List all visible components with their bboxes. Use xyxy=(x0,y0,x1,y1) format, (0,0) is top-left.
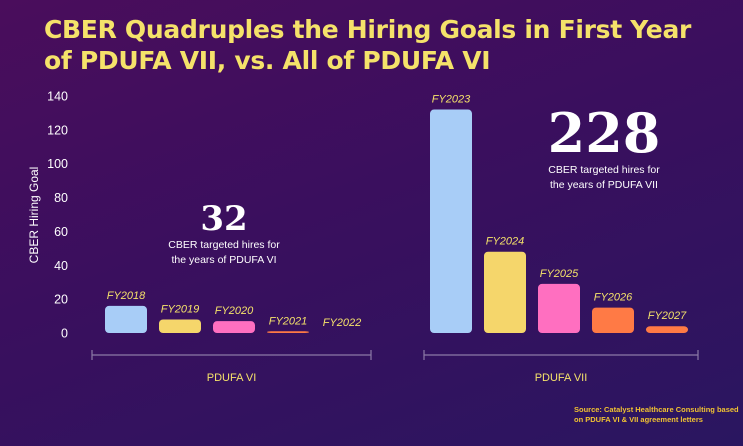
y-tick-label: 0 xyxy=(61,327,68,341)
group-total-caption: the years of PDUFA VI xyxy=(171,254,276,266)
group-total: 32 xyxy=(200,199,247,239)
group-total-caption: CBER targeted hires for xyxy=(168,239,280,251)
group-total-caption: CBER targeted hires for xyxy=(548,164,660,176)
bar-label-fy2023: FY2023 xyxy=(432,94,471,106)
y-tick-label: 60 xyxy=(54,225,68,239)
bar-label-fy2025: FY2025 xyxy=(540,268,579,280)
y-tick-label: 100 xyxy=(47,157,68,171)
y-axis: 0 20 40 60 80 100 120 140 xyxy=(47,90,68,341)
y-tick-label: 120 xyxy=(47,123,68,137)
y-axis-label: CBER Hiring Goal xyxy=(27,167,41,264)
bar-fy2025 xyxy=(538,283,580,333)
bar-fy2020 xyxy=(213,321,255,333)
bar-fy2021 xyxy=(267,331,309,333)
bar-label-fy2027: FY2027 xyxy=(648,310,687,322)
bar-label-fy2022: FY2022 xyxy=(323,317,362,329)
group-total: 228 xyxy=(548,101,661,165)
source-note: Source: Catalyst Healthcare Consulting b… xyxy=(574,405,739,424)
bar-fy2024 xyxy=(484,251,526,333)
bar-label-fy2018: FY2018 xyxy=(107,290,146,302)
bar-fy2019 xyxy=(159,319,201,333)
group-total-caption: the years of PDUFA VII xyxy=(550,179,658,191)
group-brackets: PDUFA VI PDUFA VII xyxy=(91,350,699,384)
y-tick-label: 140 xyxy=(47,90,68,104)
group-label: PDUFA VI xyxy=(207,372,257,384)
y-tick-label: 20 xyxy=(54,293,68,307)
y-tick-label: 40 xyxy=(54,259,68,273)
group-label: PDUFA VII xyxy=(535,372,588,384)
bar-label-fy2019: FY2019 xyxy=(161,303,200,315)
bar-fy2023 xyxy=(430,109,472,334)
bar-label-fy2021: FY2021 xyxy=(269,315,308,327)
category-labels: FY2018 FY2019 FY2020 FY2021 FY2022 FY2023 FY20… xyxy=(107,94,687,329)
bar-fy2026 xyxy=(592,307,634,333)
bar-label-fy2024: FY2024 xyxy=(486,236,525,248)
bar-label-fy2020: FY2020 xyxy=(215,305,254,317)
bar-fy2018 xyxy=(105,305,147,333)
bar-label-fy2026: FY2026 xyxy=(594,292,633,304)
chart-title: CBER Quadruples the Hiring Goals in Firs… xyxy=(44,15,692,75)
y-tick-label: 80 xyxy=(54,191,68,205)
bar-fy2027 xyxy=(646,326,688,333)
bars xyxy=(105,109,688,334)
